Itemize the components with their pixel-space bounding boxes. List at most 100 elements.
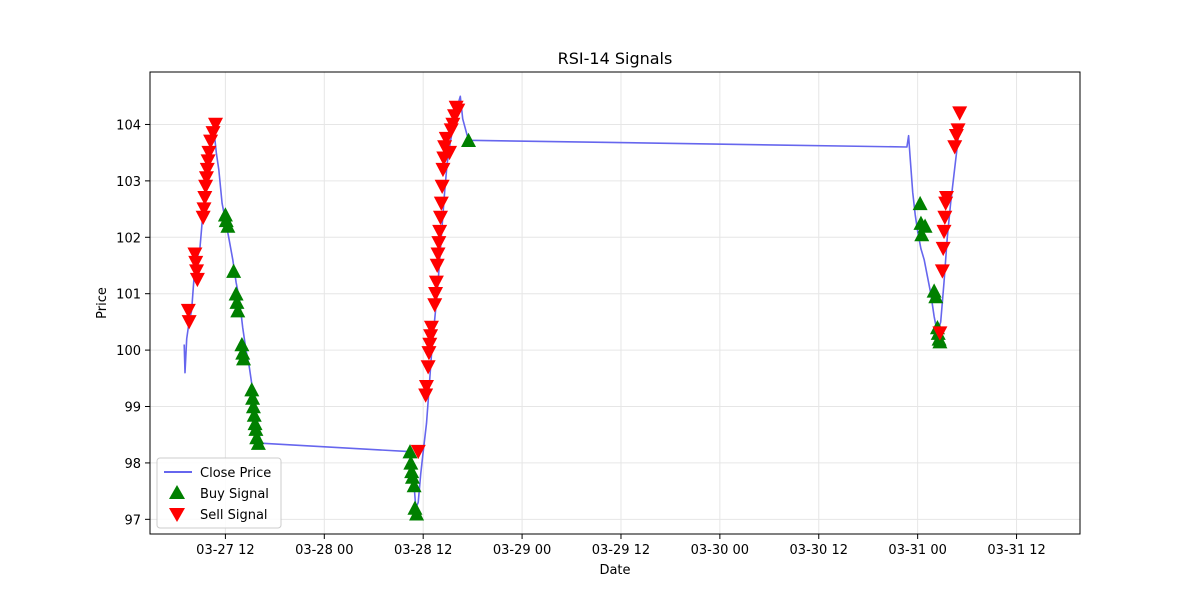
sell-signal-marker [935,241,951,257]
sell-signal-marker [187,247,203,262]
buy-signal-marker [229,294,245,309]
sell-signal-marker [450,103,466,118]
buy-signal-marker [914,226,930,242]
sell-signal-marker [420,360,436,375]
sell-signal-marker [442,145,458,161]
sell-signal-marker [181,315,197,330]
y-tick-label: 103 [116,175,141,190]
y-tick-label: 99 [124,401,141,416]
sell-signal-marker [199,162,215,178]
buy-signal-marker [461,132,477,148]
buy-signal-marker [406,477,422,493]
buy-signal-marker [234,336,250,352]
legend-sell-label: Sell Signal [200,508,268,523]
buy-signal-marker [250,435,266,450]
x-axis-label: Date [599,563,630,578]
y-axis-label: Price [95,287,110,319]
sell-signal-marker [423,320,439,336]
sell-signal-marker [438,131,454,147]
x-tick-label: 03-29 00 [493,543,551,558]
buy-signal-marker [404,469,420,484]
tick-layer: 03-27 12 03-28 00 03-28 12 03-29 00 03-29 12… [116,118,1046,558]
sell-signal-marker [938,196,954,211]
legend-box [156,457,282,529]
x-tick-label: 03-28 12 [394,543,452,558]
sell-signal-marker [200,154,216,169]
sell-signal-marker [936,224,952,240]
sell-signal-marker [433,196,449,211]
sell-signal-marker [418,380,434,395]
buy-signal-marker [226,263,242,278]
buy-signal-marker [236,351,252,366]
grid-layer [150,72,1080,534]
buy-signal-marker [248,421,264,436]
legend-close-label: Close Price [200,466,271,481]
sell-signal-marker [428,286,444,302]
x-tick-label: 03-31 12 [987,543,1045,558]
buy-signal-marker [235,345,251,360]
buy-signal-marker [404,463,420,479]
buy-signal-marker [245,399,261,414]
sell-signal-marker [431,236,447,251]
sell-signal-marker [188,255,204,271]
sell-signal-marker [952,106,968,121]
buy-signal-marker [246,407,262,422]
y-tick-label: 104 [116,118,141,133]
sell-signal-marker [427,298,443,313]
x-tick-label: 03-28 00 [295,543,353,558]
buy-signal-marker [244,382,260,397]
sell-signal-marker [208,117,224,132]
buy-signal-marker [928,289,944,304]
sell-signal-marker [197,191,213,206]
chart-title: RSI-14 Signals [558,49,673,68]
buy-signal-marker [917,218,933,233]
sell-signal-marker [189,264,205,279]
buy-signal-marker [409,506,425,521]
sell-signal-marker [418,388,434,403]
buy-signal-marker [402,444,418,459]
sell-signal-marker [422,337,438,352]
sell-signal-marker [180,303,196,319]
sell-signal-marker [198,179,214,195]
sell-signal-marker [189,272,205,288]
x-tick-label: 03-30 00 [691,543,749,558]
legend-buy-label: Buy Signal [200,487,269,502]
x-tick-label: 03-31 00 [888,543,946,558]
buy-signal-marker [230,303,246,318]
sell-signal-marker [195,210,211,226]
sell-signal-marker [203,134,219,149]
y-tick-label: 98 [124,457,141,472]
y-tick-label: 101 [116,288,141,303]
sell-signal-marker [423,329,439,344]
buy-signal-marker [245,390,261,405]
buy-signal-marker [217,207,233,222]
sell-signal-marker [445,117,461,132]
buy-signal-marker [912,195,928,211]
sell-signal-marker [196,202,212,217]
sell-signal-marker [421,346,437,361]
sell-signal-marker [934,264,950,279]
sell-signal-marker [205,126,221,141]
sell-signal-marker [938,191,954,206]
buy-signal-marker [247,415,263,431]
sell-signal-marker [947,140,963,155]
legend-sell-marker [169,508,185,522]
y-tick-label: 97 [124,513,141,528]
sell-signal-marker [430,247,446,262]
sell-signal-marker [428,275,444,290]
x-tick-label: 03-27 12 [196,543,254,558]
plot-frame [149,71,1081,535]
sell-signal-marker [429,258,445,273]
buy-signal-marker [932,334,948,349]
x-tick-label: 03-30 12 [790,543,848,558]
sell-signal-marker [937,210,953,226]
y-tick-label: 102 [116,231,141,246]
sell-signal-marker [201,145,217,161]
buy-signal-marker [403,455,419,470]
sell-signal-marker [435,162,451,178]
sell-signal-marker [410,444,426,460]
legend: Close Price Buy Signal Sell Signal [156,457,282,529]
x-tick-label: 03-29 12 [592,543,650,558]
sell-signal-marker [932,326,948,341]
